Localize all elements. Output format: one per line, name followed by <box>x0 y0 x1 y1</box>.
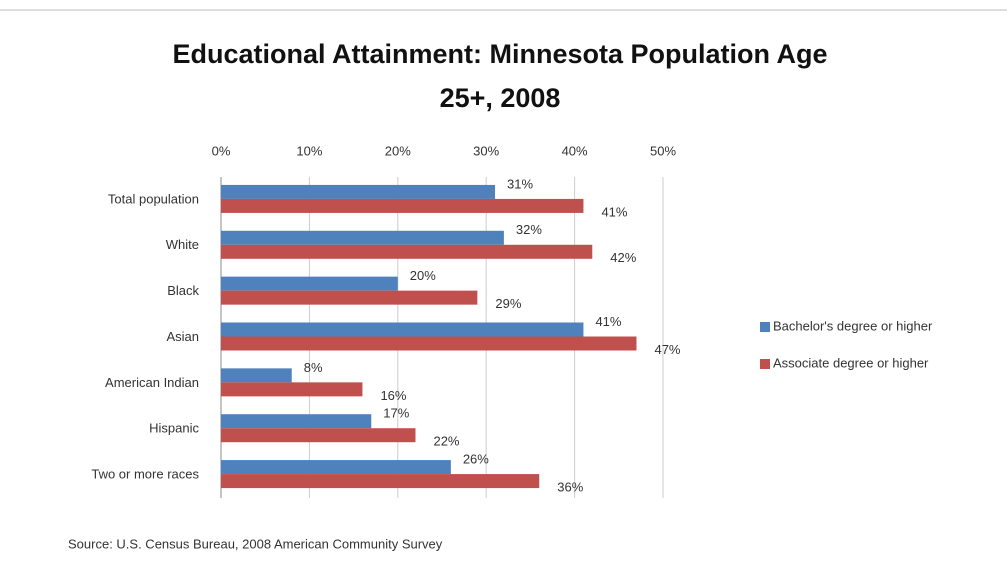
legend-swatch <box>760 322 770 332</box>
bar <box>221 428 416 443</box>
x-tick-label: 50% <box>650 143 676 158</box>
value-label: 8% <box>304 360 323 375</box>
legend-swatch <box>760 359 770 369</box>
value-label: 26% <box>463 452 489 467</box>
y-tick-label: Total population <box>108 191 199 206</box>
value-label: 22% <box>433 434 459 449</box>
x-tick-label: 0% <box>212 143 231 158</box>
y-tick-label: Black <box>167 283 199 298</box>
value-label: 32% <box>516 222 542 237</box>
value-label: 20% <box>410 268 436 283</box>
bar <box>221 474 540 489</box>
y-tick-label: Hispanic <box>149 421 199 436</box>
x-tick-label: 40% <box>562 143 588 158</box>
bar <box>221 230 504 245</box>
value-label: 41% <box>601 204 627 219</box>
value-label: 36% <box>557 480 583 495</box>
chart-title: Educational Attainment: Minnesota Popula… <box>172 39 827 113</box>
y-tick-label: White <box>166 237 199 252</box>
x-tick-label: 20% <box>385 143 411 158</box>
source-note: Source: U.S. Census Bureau, 2008 America… <box>68 536 443 551</box>
value-label: 41% <box>595 314 621 329</box>
bar <box>221 460 451 475</box>
x-tick-label: 10% <box>296 143 322 158</box>
value-label: 42% <box>610 250 636 265</box>
value-label: 31% <box>507 176 533 191</box>
value-label: 29% <box>495 296 521 311</box>
bar <box>221 336 637 351</box>
value-label: 16% <box>380 388 406 403</box>
x-tick-label: 30% <box>473 143 499 158</box>
legend-label: Bachelor's degree or higher <box>773 318 933 333</box>
legend-label: Associate degree or higher <box>773 355 929 370</box>
y-tick-label: Asian <box>166 329 199 344</box>
bar <box>221 198 584 213</box>
value-label: 17% <box>383 406 409 421</box>
value-label: 47% <box>654 342 680 357</box>
bar <box>221 244 593 259</box>
y-tick-label: American Indian <box>105 375 199 390</box>
bar <box>221 184 496 199</box>
bar <box>221 382 363 397</box>
bar <box>221 290 478 305</box>
bar <box>221 276 398 291</box>
bar <box>221 368 292 383</box>
y-tick-label: Two or more races <box>91 467 199 482</box>
bar <box>221 322 584 337</box>
bar <box>221 414 372 429</box>
